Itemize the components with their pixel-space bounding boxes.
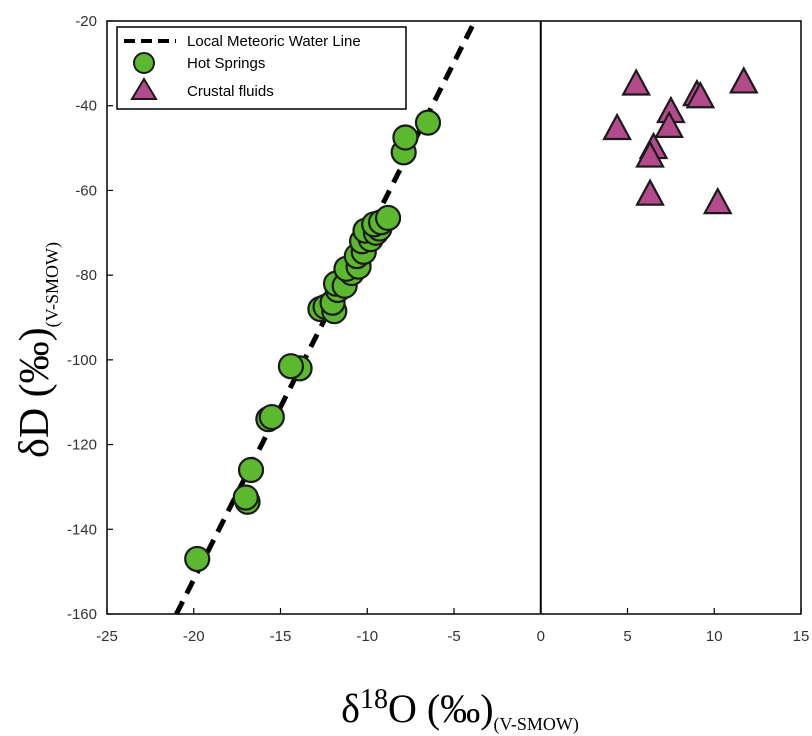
crustal-fluid-point — [685, 80, 716, 109]
axis-ticks: -25 -20 -15 -10 -5 0 5 10 15 -20 -40 -60 -80 -100 -120… — [67, 13, 809, 645]
hot-spring-point — [232, 484, 259, 511]
x-tick-label: -5 — [447, 628, 460, 645]
crustal-fluid-point — [621, 68, 652, 96]
hot-spring-point — [184, 545, 211, 573]
x-tick-label: -25 — [96, 628, 118, 645]
x-tick-label: -15 — [270, 628, 292, 645]
plot-area — [106, 20, 802, 615]
hot-spring-point — [258, 403, 285, 431]
crustal-fluid-point — [602, 112, 632, 141]
y-tick-label: -20 — [75, 13, 97, 30]
legend-hot-springs-marker — [133, 52, 155, 74]
hot-spring-point — [392, 124, 419, 151]
crustal-fluid-point — [728, 66, 759, 94]
legend-hot-springs-label: Hot Springs — [187, 55, 265, 72]
crustal-fluid-point — [635, 140, 665, 168]
x-axis-title: δ18O (‰)(V-SMOW) — [341, 684, 579, 735]
x-tick-label: 15 — [793, 628, 810, 645]
x-tick-label: 0 — [537, 628, 545, 645]
plot-frame — [106, 20, 802, 615]
y-tick-label: -140 — [67, 521, 97, 538]
legend: Local Meteoric Water Line Hot Springs Cr… — [116, 26, 407, 110]
y-tick-label: -120 — [67, 437, 97, 454]
y-tick-label: -60 — [75, 182, 97, 199]
crustal-fluid-point — [654, 110, 684, 138]
x-tick-label: -10 — [356, 628, 378, 645]
x-tick-label: 5 — [623, 628, 631, 645]
y-axis-title: δD (‰)(V-SMOW) — [12, 242, 63, 458]
crustal-fluid-point — [702, 186, 733, 215]
x-tick-label: -20 — [183, 628, 205, 645]
x-tick-label: 10 — [706, 628, 723, 645]
legend-crustal-fluids-marker — [130, 77, 158, 100]
y-tick-label: -160 — [67, 606, 97, 623]
data-points-layer — [184, 66, 759, 573]
y-tick-label: -100 — [67, 352, 97, 369]
crustal-fluid-point — [635, 178, 665, 206]
hot-spring-point — [414, 109, 442, 136]
y-tick-label: -80 — [75, 267, 97, 284]
hot-spring-point — [374, 204, 402, 232]
legend-lmwl-label: Local Meteoric Water Line — [187, 33, 361, 50]
hot-spring-point — [277, 353, 305, 380]
legend-crustal-fluids-label: Crustal fluids — [187, 83, 274, 100]
hot-spring-point — [237, 456, 265, 484]
y-tick-label: -40 — [75, 98, 97, 115]
